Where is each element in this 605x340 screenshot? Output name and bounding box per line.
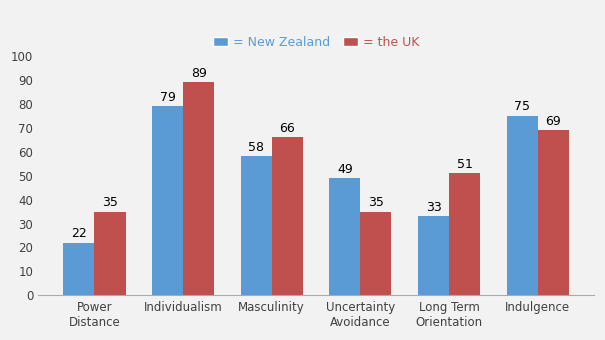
Bar [272,137,302,295]
Bar [183,82,214,295]
Text: 69: 69 [545,115,561,128]
Bar [329,178,361,295]
Text: 75: 75 [514,100,530,113]
Text: 49: 49 [337,163,353,176]
Text: 51: 51 [457,158,473,171]
Bar [418,216,449,295]
Text: 58: 58 [248,141,264,154]
Bar [152,106,183,295]
Bar [538,130,569,295]
Text: 22: 22 [71,227,87,240]
Bar [506,116,538,295]
Bar [64,243,94,295]
Text: 35: 35 [102,196,118,209]
Bar [94,211,125,295]
Text: 89: 89 [191,67,206,80]
Bar [241,156,272,295]
Text: 79: 79 [160,91,175,104]
Text: 33: 33 [425,201,442,214]
Legend: = New Zealand, = the UK: = New Zealand, = the UK [208,31,424,54]
Text: 35: 35 [368,196,384,209]
Text: 66: 66 [280,122,295,135]
Bar [449,173,480,295]
Bar [361,211,391,295]
